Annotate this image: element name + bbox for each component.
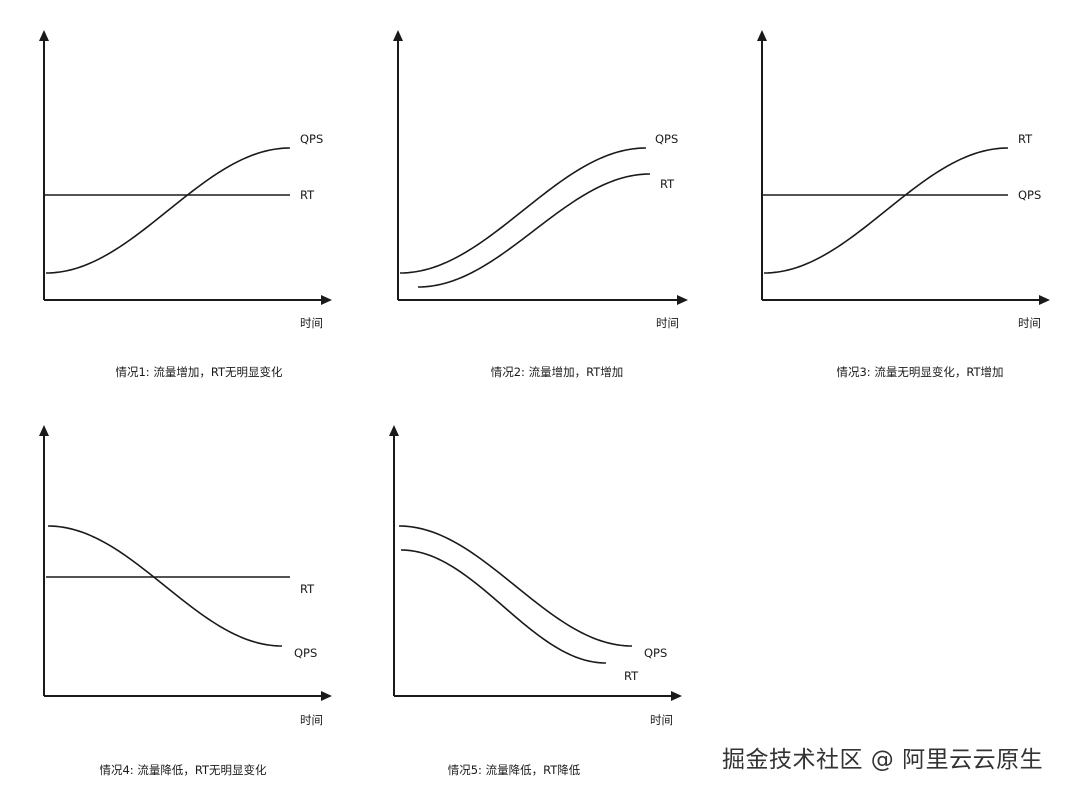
diagram-caption: 情况2: 流量增加，RT增加: [491, 365, 624, 379]
diagram-caption: 情况1: 流量增加，RT无明显变化: [115, 365, 283, 379]
qps-label: QPS: [1018, 188, 1041, 202]
qps-label: QPS: [655, 132, 678, 146]
x-axis-label: 时间: [656, 316, 679, 330]
x-axis-arrow-icon: [321, 295, 332, 305]
qps-label: QPS: [644, 646, 667, 660]
x-axis-label: 时间: [1018, 316, 1041, 330]
rt-curve: [763, 147, 1009, 274]
x-axis-arrow-icon: [677, 295, 688, 305]
diagram-panel-2: 时间 QPS RT 情况2: 流量增加，RT增加: [393, 30, 688, 379]
rt-label: RT: [300, 188, 315, 202]
x-axis-arrow-icon: [1039, 295, 1050, 305]
diagram-panel-4: 时间 RT QPS 情况4: 流量降低，RT无明显变化: [39, 425, 332, 777]
qps-curve: [399, 147, 647, 274]
qps-curve: [45, 147, 291, 274]
x-axis-label: 时间: [650, 713, 673, 727]
x-axis-label: 时间: [300, 713, 323, 727]
rt-label: RT: [1018, 132, 1033, 146]
x-axis-arrow-icon: [671, 691, 682, 701]
qps-curve: [47, 525, 283, 647]
diagram-caption: 情况5: 流量降低，RT降低: [448, 763, 581, 777]
qps-label: QPS: [294, 646, 317, 660]
watermark-text: 掘金技术社区 @ 阿里云云原生: [722, 747, 1044, 773]
diagram-panel-5: 时间 QPS RT 情况5: 流量降低，RT降低: [389, 425, 682, 777]
rt-label: RT: [624, 669, 639, 683]
y-axis-arrow-icon: [393, 30, 403, 41]
diagram-caption: 情况3: 流量无明显变化，RT增加: [836, 365, 1003, 379]
y-axis-arrow-icon: [39, 425, 49, 436]
rt-label: RT: [660, 177, 675, 191]
y-axis-arrow-icon: [389, 425, 399, 436]
rt-curve: [400, 549, 607, 664]
rt-label: RT: [300, 582, 315, 596]
x-axis-arrow-icon: [321, 691, 332, 701]
y-axis-arrow-icon: [39, 30, 49, 41]
diagram-caption: 情况4: 流量降低，RT无明显变化: [99, 763, 267, 777]
rt-curve: [417, 173, 651, 288]
diagram-panel-3: 时间 RT QPS 情况3: 流量无明显变化，RT增加: [757, 30, 1050, 379]
x-axis-label: 时间: [300, 316, 323, 330]
diagram-panel-1: 时间 QPS RT 情况1: 流量增加，RT无明显变化: [39, 30, 332, 379]
y-axis-arrow-icon: [757, 30, 767, 41]
qps-curve: [398, 525, 633, 647]
qps-label: QPS: [300, 132, 323, 146]
